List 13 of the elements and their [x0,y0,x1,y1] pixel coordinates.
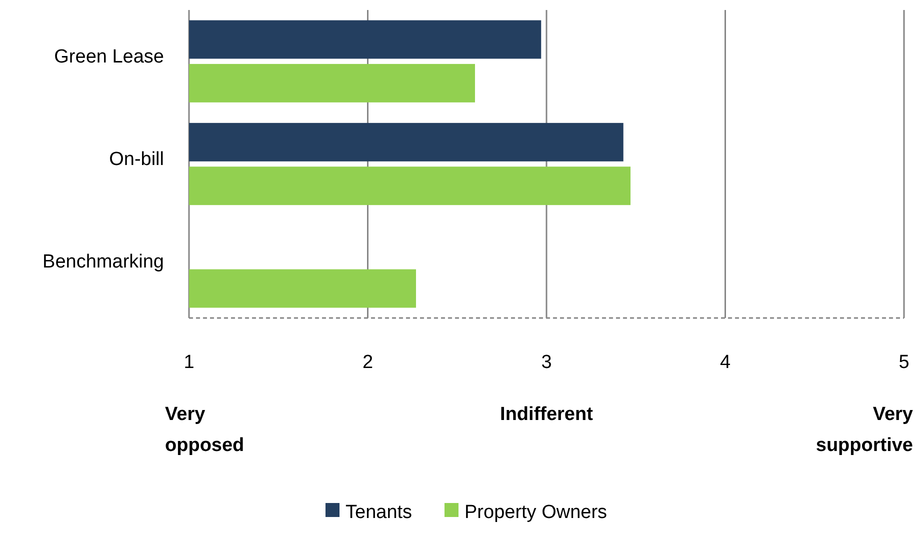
text: Indifferent [500,404,594,425]
x-tick-label: 5 [898,352,910,373]
y-tick-label: Green Lease [54,46,164,68]
x-tick-label: 3 [541,352,552,373]
x-tick-label: 4 [720,352,731,373]
legend-label: Property Owners [464,502,608,523]
legend-label: Tenants [346,502,412,523]
x-tick-label: 1 [184,352,194,373]
x-tick-label: 2 [362,352,374,373]
text: Very supportive [816,404,914,456]
text: Very opposed [165,404,244,456]
y-tick-label: Benchmarking [42,252,164,273]
y-tick-label: On-bill [109,149,164,170]
